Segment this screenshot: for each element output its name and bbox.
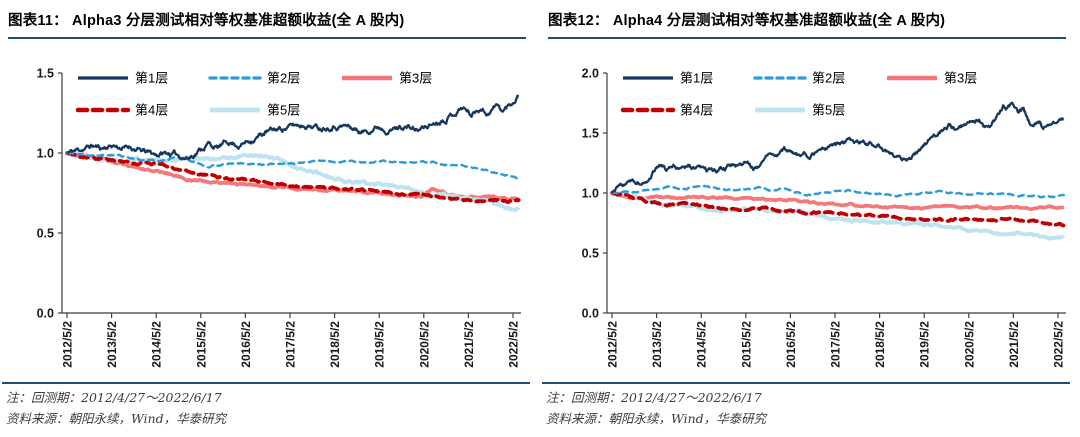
x-tick-label: 2014/5/2 bbox=[695, 321, 709, 368]
x-tick-label: 2016/5/2 bbox=[239, 321, 253, 368]
figure-12-note-backtest-period: 注：回测期：2012/4/27～2022/6/17 bbox=[546, 390, 762, 405]
x-tick-label: 2016/5/2 bbox=[784, 321, 798, 368]
x-tick-label: 2018/5/2 bbox=[328, 321, 342, 368]
y-tick-label: 1.0 bbox=[582, 187, 599, 201]
y-tick-label: 1.5 bbox=[37, 67, 54, 81]
legend-label-layer-4: 第4层 bbox=[135, 103, 168, 118]
y-tick-label: 0.5 bbox=[37, 227, 54, 241]
series-line-layer-4 bbox=[610, 191, 1066, 228]
legend-label-layer-2: 第2层 bbox=[267, 71, 300, 86]
legend-label-layer-2: 第2层 bbox=[812, 71, 845, 86]
x-tick-label: 2012/5/2 bbox=[61, 321, 75, 368]
legend-label-layer-4: 第4层 bbox=[680, 103, 713, 118]
note-divider bbox=[2, 382, 530, 384]
x-tick-label: 2012/5/2 bbox=[606, 321, 620, 368]
series-line-layer-1 bbox=[610, 101, 1065, 194]
x-tick-label: 2019/5/2 bbox=[918, 321, 932, 368]
series-line-layer-5 bbox=[610, 190, 1066, 241]
x-tick-label: 2019/5/2 bbox=[373, 321, 387, 368]
x-tick-label: 2022/5/2 bbox=[1052, 321, 1066, 368]
series-line-layer-5 bbox=[65, 151, 521, 213]
legend-label-layer-3: 第3层 bbox=[944, 71, 977, 86]
figure-11-note-backtest-period: 注：回测期：2012/4/27～2022/6/17 bbox=[6, 390, 222, 405]
note-divider bbox=[542, 382, 1070, 384]
legend-label-layer-1: 第1层 bbox=[680, 71, 713, 86]
x-tick-label: 2017/5/2 bbox=[284, 321, 298, 368]
x-tick-label: 2015/5/2 bbox=[739, 321, 753, 368]
x-tick-label: 2022/5/2 bbox=[507, 321, 521, 368]
x-tick-label: 2013/5/2 bbox=[105, 321, 119, 368]
y-tick-label: 0.0 bbox=[582, 307, 599, 321]
y-tick-label: 0.5 bbox=[582, 247, 599, 261]
legend-label-layer-1: 第1层 bbox=[135, 71, 168, 86]
y-tick-label: 1.5 bbox=[582, 127, 599, 141]
legend-label-layer-3: 第3层 bbox=[399, 71, 432, 86]
figure-12-title: 图表12： Alpha4 分层测试相对等权基准超额收益(全 A 股内) bbox=[548, 9, 1066, 39]
legend-label-layer-5: 第5层 bbox=[812, 103, 845, 118]
x-tick-label: 2015/5/2 bbox=[194, 321, 208, 368]
series-line-layer-2 bbox=[610, 184, 1065, 199]
legend-label-layer-5: 第5层 bbox=[267, 103, 300, 118]
y-tick-label: 0.0 bbox=[37, 307, 54, 321]
x-tick-label: 2020/5/2 bbox=[417, 321, 431, 368]
x-tick-label: 2013/5/2 bbox=[650, 321, 664, 368]
x-tick-label: 2021/5/2 bbox=[1007, 321, 1021, 368]
x-tick-label: 2020/5/2 bbox=[962, 321, 976, 368]
x-tick-label: 2017/5/2 bbox=[829, 321, 843, 368]
figure-11-panel: 图表11： Alpha3 分层测试相对等权基准超额收益(全 A 股内) 0.0 0… bbox=[2, 9, 530, 426]
y-tick-label: 1.0 bbox=[37, 147, 54, 161]
series-line-layer-2 bbox=[65, 151, 520, 180]
figure-12-panel: 图表12： Alpha4 分层测试相对等权基准超额收益(全 A 股内) 0.0 0… bbox=[540, 0, 1080, 437]
figure-12-note-source: 资料来源：朝阳永续，Wind，华泰研究 bbox=[546, 411, 767, 426]
y-tick-label: 2.0 bbox=[582, 67, 599, 81]
series-line-layer-1 bbox=[66, 94, 520, 161]
series-line-layer-4 bbox=[65, 151, 521, 205]
x-tick-label: 2018/5/2 bbox=[873, 321, 887, 368]
x-tick-label: 2014/5/2 bbox=[150, 321, 164, 368]
figure-11-note-source: 资料来源：朝阳永续，Wind，华泰研究 bbox=[6, 411, 227, 426]
series-line-layer-3 bbox=[610, 191, 1065, 212]
figure-12-line-chart: 0.0 0.5 1.0 1.5 2.0 2012/5/2 2013/5/2 2014/5/2 2… bbox=[582, 67, 1066, 368]
figure-11-line-chart: 0.0 0.5 1.0 1.5 2012/5/2 2013/5/2 2014/5/2 2015… bbox=[37, 67, 521, 368]
figure-11-title: 图表11： Alpha3 分层测试相对等权基准超额收益(全 A 股内) bbox=[8, 9, 526, 39]
x-tick-label: 2021/5/2 bbox=[462, 321, 476, 368]
